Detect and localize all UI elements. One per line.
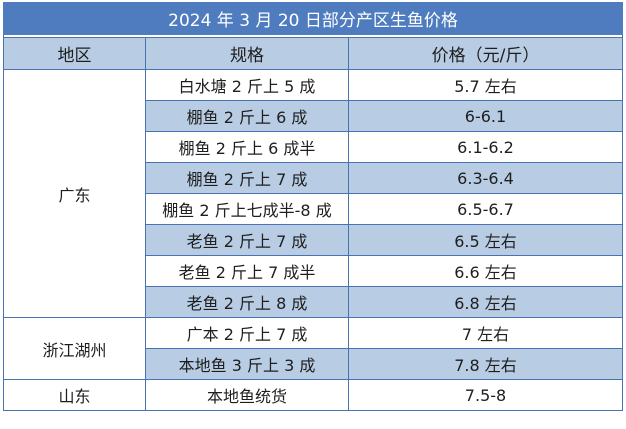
spec-cell: 老鱼 2 斤上 7 成 [145,224,349,256]
table-row: 广东 白水塘 2 斤上 5 成 5.7 左右 [3,69,624,318]
table-row: 山东 本地鱼统货 7.5-8 [3,379,624,411]
price-cell: 6.5 左右 [347,224,624,256]
table-title: 2024 年 3 月 20 日部分产区生鱼价格 [2,2,624,35]
table-row: 棚鱼 2 斤上 7 成 6.3-6.4 [4,162,624,194]
price-cell: 5.7 左右 [347,69,624,101]
price-cell: 6.5-6.7 [347,193,624,225]
header-row: 地区 规格 价格（元/斤） [3,37,624,70]
header-price: 价格（元/斤） [347,37,624,70]
region-cell: 浙江湖州 [3,317,146,380]
header-spec: 规格 [145,37,349,70]
table-row: 老鱼 2 斤上 7 成半 6.6 左右 [4,255,624,287]
spec-cell: 广本 2 斤上 7 成 [145,317,349,349]
spec-cell: 老鱼 2 斤上 8 成 [145,286,349,318]
price-cell: 6.8 左右 [347,286,624,318]
spec-cell: 棚鱼 2 斤上 7 成 [145,162,349,194]
spec-cell: 本地鱼 3 斤上 3 成 [145,348,349,380]
header-region: 地区 [3,37,146,70]
spec-cell: 棚鱼 2 斤上七成半-8 成 [145,193,349,225]
region-cell: 广东 [3,69,146,318]
spec-cell: 棚鱼 2 斤上 6 成 [145,100,349,132]
price-cell: 6.3-6.4 [347,162,624,194]
spec-cell: 白水塘 2 斤上 5 成 [145,69,349,101]
spec-cell: 本地鱼统货 [145,379,349,411]
price-cell: 6.6 左右 [347,255,624,287]
table-row: 老鱼 2 斤上 7 成 6.5 左右 [4,224,624,256]
spec-cell: 棚鱼 2 斤上 6 成半 [145,131,349,163]
price-cell: 7 左右 [347,317,624,349]
region-cell: 山东 [3,379,146,411]
spacer-row [2,34,624,38]
table-row: 本地鱼 3 斤上 3 成 7.8 左右 [4,348,624,380]
table-row: 浙江湖州 广本 2 斤上 7 成 7 左右 [3,317,624,380]
title-row: 2024 年 3 月 20 日部分产区生鱼价格 [2,2,624,35]
price-cell: 6.1-6.2 [347,131,624,163]
price-cell: 6-6.1 [347,100,624,132]
spacer [2,34,624,38]
fish-price-table: 2024 年 3 月 20 日部分产区生鱼价格 地区 规格 价格（元/斤） 广东… [2,2,624,411]
price-cell: 7.5-8 [347,379,624,411]
spec-cell: 老鱼 2 斤上 7 成半 [145,255,349,287]
price-cell: 7.8 左右 [347,348,624,380]
table-row: 老鱼 2 斤上 8 成 6.8 左右 [4,286,624,318]
